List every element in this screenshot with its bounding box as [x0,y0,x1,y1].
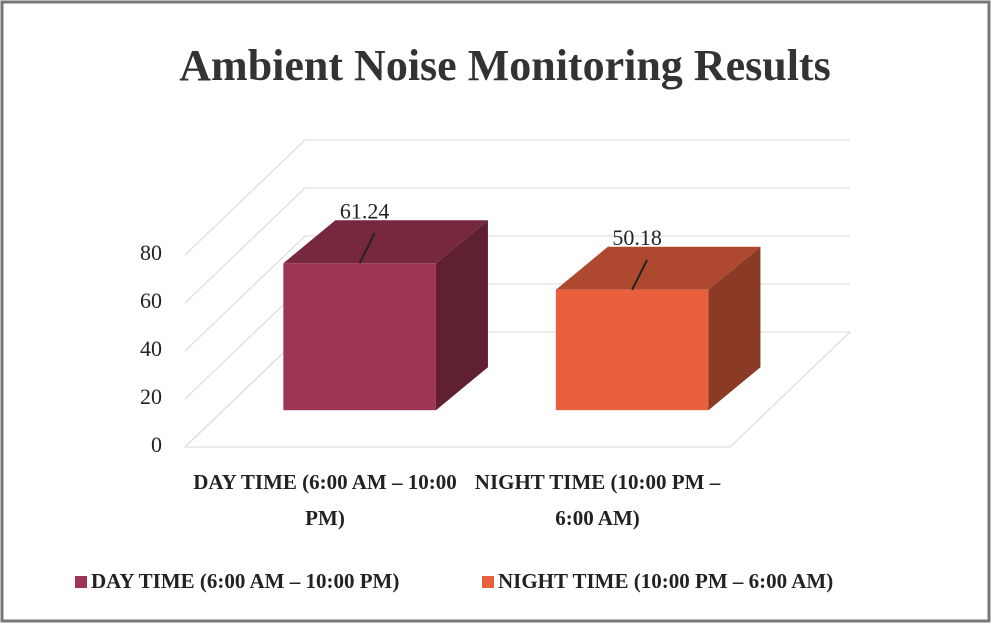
value-label: 61.24 [340,198,390,223]
bar-side [435,220,488,411]
value-label: 50.18 [612,225,662,250]
bar-side [708,246,761,411]
grid-line [184,235,850,352]
legend-swatch [482,576,494,588]
y-tick-label: 60 [140,288,162,313]
legend-label: NIGHT TIME (10:00 PM – 6:00 AM) [498,569,833,593]
x-tick-label-box: NIGHT TIME (10:00 PM – 6:00 AM) [474,470,721,530]
bar [555,289,709,411]
bar [283,263,436,411]
x-tick-label: NIGHT TIME (10:00 PM – 6:00 AM) [474,470,721,530]
x-tick-label: DAY TIME (6:00 AM – 10:00 PM) [193,470,457,530]
chart-title: Ambient Noise Monitoring Results [179,41,830,90]
y-tick-label: 80 [140,240,162,265]
leader-line [631,259,649,291]
grid-line [184,187,850,304]
leader-line [358,232,376,264]
legend-swatch [75,576,87,588]
bar-top [283,220,488,264]
x-tick-label-box: DAY TIME (6:00 AM – 10:00 PM) [193,470,457,530]
y-tick-label: 20 [140,384,162,409]
y-tick-label: 40 [140,336,162,361]
legend-label: DAY TIME (6:00 AM – 10:00 PM) [91,569,399,593]
y-tick-label: 0 [151,432,162,457]
grid-line [184,139,850,256]
bar-top [555,246,761,290]
